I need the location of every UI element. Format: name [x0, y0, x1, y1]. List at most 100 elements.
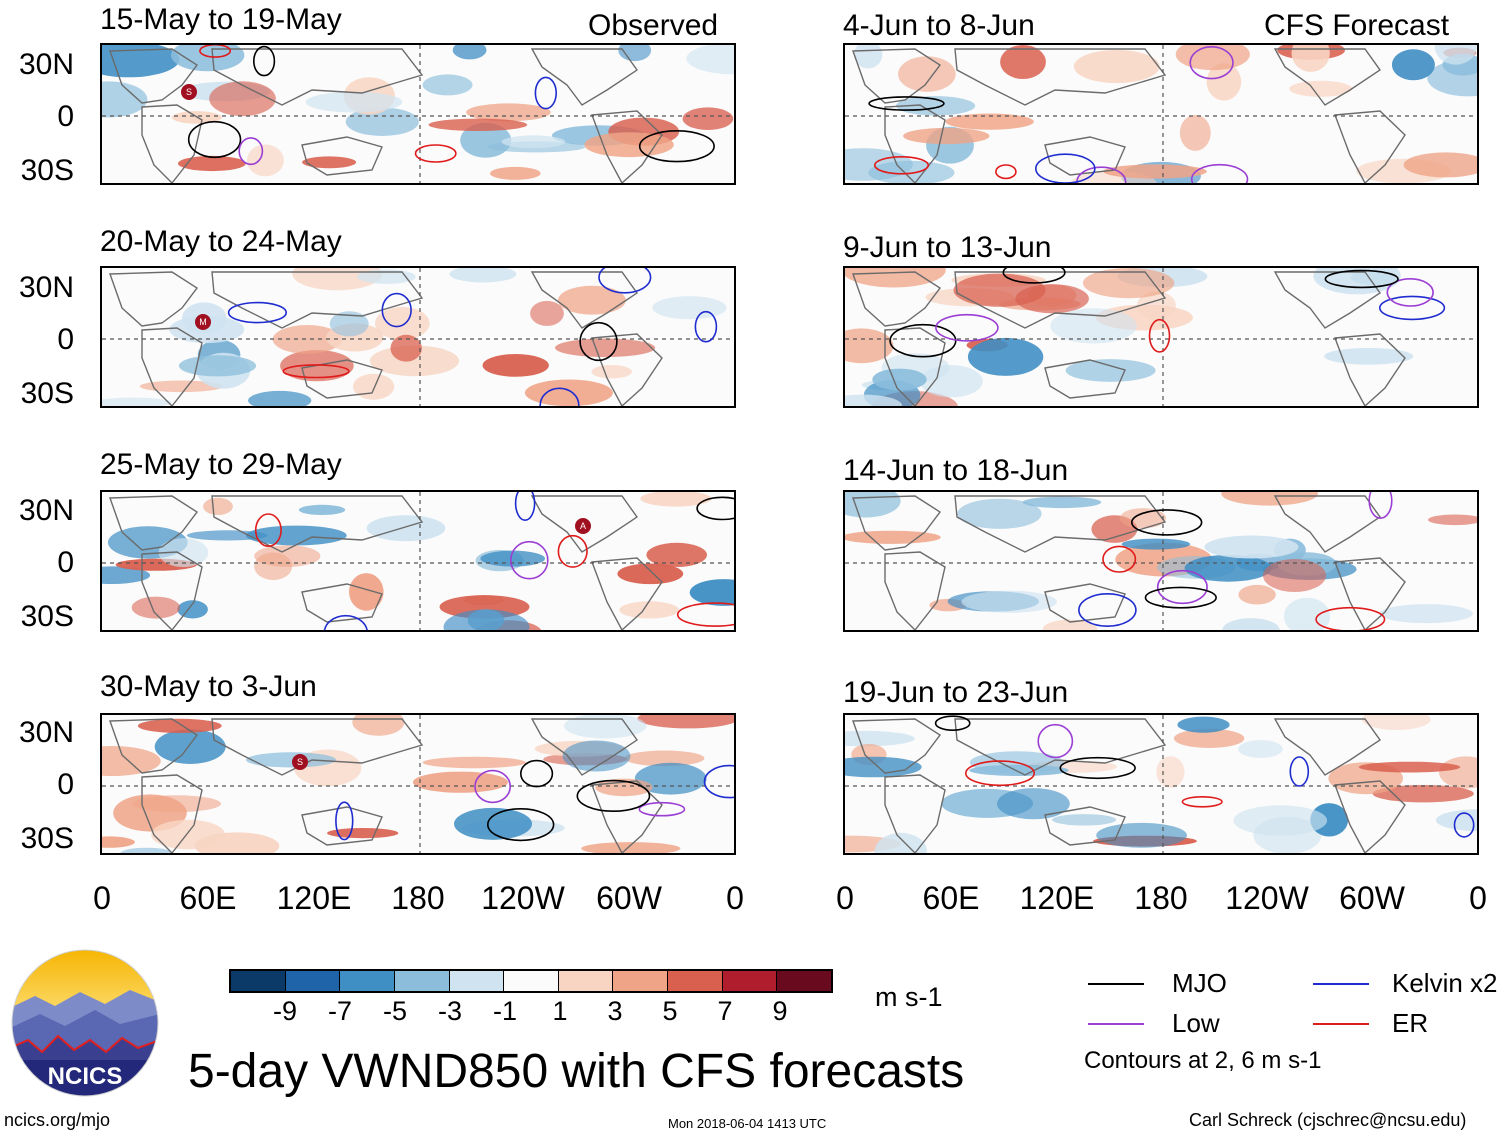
legend-swatch-low [1088, 1023, 1144, 1025]
coastline [211, 718, 424, 776]
coastline [954, 495, 1167, 553]
wave-contour [1131, 509, 1203, 536]
panel-title: 9-Jun to 13-Jun [843, 231, 1052, 264]
wave-contour [323, 614, 368, 630]
lon-label: 120E [1019, 880, 1095, 916]
anomaly-blob [634, 762, 707, 795]
anomaly-blob [1121, 538, 1191, 550]
anomaly-blob [329, 311, 369, 337]
anomaly-blob [1238, 584, 1276, 605]
wave-contour [414, 144, 457, 163]
anomaly-blob [422, 756, 526, 769]
anomaly-blob [132, 795, 221, 813]
anomaly-blob [1435, 809, 1477, 832]
anomaly-blob [845, 756, 922, 778]
anomaly-blob [945, 113, 1034, 130]
wave-contour [534, 76, 557, 110]
anomaly-blob [1206, 63, 1242, 101]
coastline [1273, 495, 1381, 553]
coastline [1334, 110, 1406, 183]
wave-contour [1148, 318, 1171, 353]
wave-contour [1453, 812, 1475, 838]
tc-marker: S [292, 754, 308, 770]
lon-label: 120W [481, 880, 565, 916]
anomaly-blob [1184, 554, 1272, 582]
map-panel-observed-1 [100, 43, 736, 185]
wave-contour [539, 387, 580, 406]
anomaly-blob [1428, 514, 1477, 526]
coastline [591, 557, 663, 630]
coastline [1334, 333, 1406, 406]
wave-contour [696, 496, 734, 521]
anomaly-blob [422, 74, 473, 96]
colorbar-swatch [777, 971, 832, 991]
coastline [211, 48, 424, 106]
anomaly-blob [1042, 619, 1098, 630]
anomaly-blob [920, 365, 983, 398]
coastline [301, 583, 383, 623]
legend-label-er: ER [1392, 1008, 1429, 1038]
anomaly-blob [591, 365, 632, 379]
colorbar-swatch [504, 971, 559, 991]
colorbar-tick-label: 9 [772, 996, 788, 1026]
colorbar-tick-label: -5 [382, 996, 407, 1026]
colorbar-swatch [285, 971, 341, 991]
coastline [884, 327, 946, 406]
anomaly-blob [412, 771, 508, 793]
footer-timestamp: Mon 2018-06-04 1413 UTC [668, 1116, 827, 1131]
wave-contour [282, 364, 350, 379]
anomaly-blob [624, 750, 705, 767]
wave-contour [598, 268, 652, 294]
anomaly-blob [845, 730, 915, 747]
anomaly-blob [1204, 535, 1299, 559]
wave-contour [676, 602, 734, 627]
anomaly-blob [292, 268, 383, 291]
wave-contour [873, 156, 930, 175]
anomaly-blob [352, 373, 395, 400]
lat-label: 0 [57, 100, 74, 133]
anomaly-blob [898, 56, 956, 92]
wave-contour [935, 313, 999, 342]
lat-label: 30N [18, 271, 74, 304]
anomaly-blob [390, 334, 422, 362]
coastline [591, 110, 663, 183]
anomaly-blob [686, 45, 734, 75]
legend-swatch-er [1313, 1023, 1369, 1025]
anomaly-blob [302, 156, 357, 169]
anomaly-blob [254, 552, 293, 581]
map-panel-observed-2 [100, 266, 736, 408]
anomaly-blob [524, 379, 613, 406]
legend-label-mjo: MJO [1172, 968, 1227, 998]
panel-title: 19-Jun to 23-Jun [843, 676, 1069, 709]
contour-note: Contours at 2, 6 m s-1 [1084, 1047, 1322, 1074]
lat-label: 30S [20, 600, 74, 633]
anomaly-blob [874, 832, 927, 853]
wave-contour [238, 137, 264, 166]
colorbar-swatch [668, 971, 723, 991]
wave-contour [1189, 46, 1234, 80]
anomaly-blob [530, 300, 564, 326]
wave-contour [557, 534, 588, 568]
coastline [211, 495, 424, 553]
coastline [1044, 806, 1126, 846]
colorbar-tick-label: 1 [552, 996, 568, 1026]
wave-contour [1368, 492, 1393, 519]
colorbar [229, 969, 833, 993]
anomaly-blob [1050, 308, 1137, 344]
anomaly-blob [1233, 805, 1328, 836]
map-panel-forecast-3 [843, 490, 1479, 632]
coastline [1044, 359, 1126, 399]
anomaly-blob [682, 107, 734, 130]
anomaly-blob [102, 397, 173, 406]
anomaly-blob [327, 828, 399, 839]
footer-url[interactable]: ncics.org/mjo [4, 1110, 111, 1130]
coastline [530, 48, 638, 106]
colorbar-tick-label: 7 [717, 996, 733, 1026]
anomaly-blob [443, 609, 530, 630]
wind-anomaly-map [845, 715, 1477, 853]
coastline [852, 48, 942, 104]
colorbar-tick-label: -7 [327, 996, 352, 1026]
anomaly-blob [171, 45, 245, 72]
coastline [1273, 718, 1381, 776]
wave-contour [254, 513, 282, 547]
